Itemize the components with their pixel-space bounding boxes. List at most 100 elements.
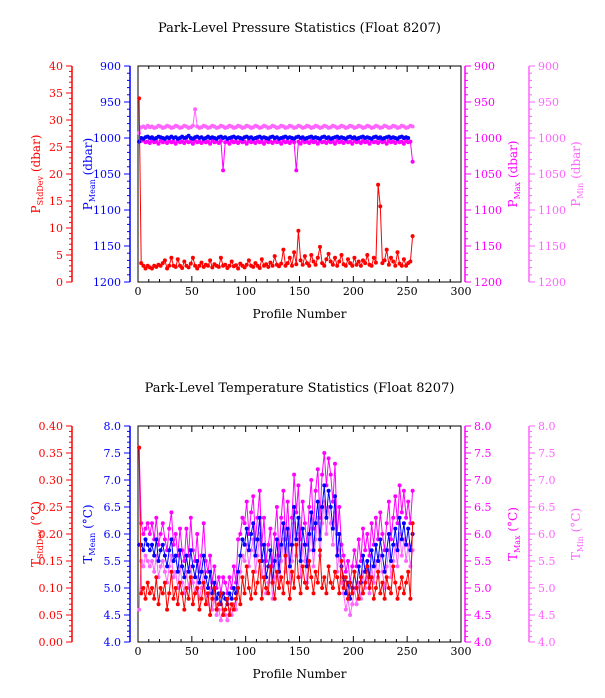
pressure-max-point <box>401 141 406 146</box>
temperature-max-point <box>212 564 217 569</box>
temperature-mean-point <box>401 521 406 526</box>
pressure-x-tick-label: 250 <box>397 285 418 298</box>
pressure-stddev-point <box>216 264 221 269</box>
pressure-stddev-point <box>277 264 281 269</box>
pressure-max-point <box>350 141 355 146</box>
temperature-mean-point <box>300 526 305 531</box>
pressure-stddev-point <box>348 261 353 266</box>
temperature-mean-point <box>389 559 393 563</box>
pressure-max-tick-label: 1150 <box>474 240 502 253</box>
temperature-min-point <box>143 553 148 558</box>
temperature-max-point <box>285 499 290 504</box>
temperature-stddev-point <box>158 586 163 590</box>
pressure-max-tick-label: 1100 <box>474 204 502 217</box>
temperature-mean-point <box>361 553 365 558</box>
temperature-mean-point <box>242 542 247 547</box>
temperature-mean-point <box>175 569 180 574</box>
temperature-stddev-point <box>369 575 374 580</box>
temperature-mean-point <box>382 569 387 574</box>
pressure-stddev-point <box>290 263 294 268</box>
pressure-stddev-axis-label-sub: StdDev <box>36 175 45 205</box>
pressure-stddev-point <box>292 250 297 255</box>
temperature-max-axis-label: TMax (°C) <box>506 507 522 561</box>
pressure-max-point <box>208 141 213 146</box>
temperature-mean-point <box>399 537 404 542</box>
temperature-stddev-point <box>270 580 275 585</box>
temperature-mean-point <box>305 564 309 569</box>
temperature-max-tick-label: 7.5 <box>474 447 492 460</box>
pressure-stddev-point <box>208 258 213 263</box>
temperature-stddev-point <box>343 575 348 580</box>
temperature-max-point <box>333 461 337 466</box>
temperature-max-point <box>147 532 152 536</box>
pressure-stddev-point <box>227 263 232 268</box>
pressure-stddev-axis-label-main: P <box>29 205 43 213</box>
temperature-stddev-point <box>150 586 154 590</box>
temperature-max-point <box>363 548 368 553</box>
temperature-mean-point <box>180 564 185 569</box>
temperature-mean-point <box>141 548 146 553</box>
temperature-max-point <box>162 537 167 542</box>
temperature-stddev-point <box>290 569 294 574</box>
temperature-max-point <box>262 515 266 520</box>
temperature-stddev-point <box>188 575 193 580</box>
temperature-stddev-point <box>238 602 243 607</box>
temperature-mean-point <box>371 564 376 569</box>
pressure-stddev-point <box>354 262 359 267</box>
pressure-stddev-point <box>246 258 251 263</box>
pressure-stddev-point <box>294 262 299 267</box>
temperature-mean-point <box>160 542 165 547</box>
temperature-min-tick-label: 7.0 <box>538 474 556 487</box>
temperature-mean-point <box>391 542 396 547</box>
temperature-stddev-point <box>182 607 187 612</box>
temperature-x-tick-label: 150 <box>289 645 310 658</box>
temperature-max-point <box>223 580 228 585</box>
temperature-mean-point <box>182 575 187 580</box>
pressure-min-axis-label-unit: (dbar) <box>569 141 583 182</box>
temperature-mean-point <box>335 553 340 558</box>
temperature-stddev-point <box>341 586 346 590</box>
temperature-max-point <box>369 521 374 526</box>
temperature-stddev-point <box>190 602 195 607</box>
temperature-stddev-tick-label: 0.05 <box>39 609 64 622</box>
temperature-min-tick-label: 6.0 <box>538 528 556 541</box>
temperature-mean-point <box>178 548 182 553</box>
temperature-x-axis-label: Profile Number <box>253 667 347 681</box>
pressure-stddev-point <box>365 253 370 257</box>
temperature-max-point <box>326 456 331 461</box>
temperature-stddev-point <box>335 575 340 580</box>
temperature-max-point <box>231 564 236 569</box>
temperature-mean-point <box>251 521 256 526</box>
temperature-mean-point <box>373 542 378 547</box>
temperature-stddev-point <box>184 586 189 590</box>
pressure-series-max <box>137 138 415 173</box>
temperature-max-point <box>294 510 299 515</box>
pressure-max-point <box>244 141 249 146</box>
temperature-max-point <box>322 451 327 455</box>
temperature-max-point <box>257 488 262 493</box>
temperature-title: Park-Level Temperature Statistics (Float… <box>145 381 455 396</box>
pressure-stddev-axis-label-unit: (dbar) <box>29 135 43 176</box>
pressure-stddev-tick-label: 20 <box>49 168 63 181</box>
temperature-mean-point <box>238 553 243 558</box>
temperature-mean-point <box>173 553 178 558</box>
temperature-mean-point <box>302 542 307 547</box>
pressure-mean-tick-label: 1200 <box>93 276 121 289</box>
temperature-max-axis-label-sub: Max <box>513 535 522 553</box>
pressure-stddev-point <box>173 264 178 269</box>
temperature-stddev-point <box>406 569 411 574</box>
pressure-stddev-point <box>404 263 409 268</box>
temperature-series-stddev <box>137 445 415 617</box>
temperature-stddev-point <box>373 586 378 590</box>
pressure-max-axis-label-main: P <box>506 199 520 207</box>
temperature-mean-point <box>165 564 170 569</box>
temperature-max-point <box>350 564 355 569</box>
temperature-stddev-axis-label-unit: (°C) <box>29 501 43 529</box>
temperature-max-point <box>395 521 400 526</box>
pressure-stddev-point <box>389 255 393 260</box>
pressure-max-tick-label: 950 <box>474 96 495 109</box>
temperature-max-point <box>307 505 312 509</box>
temperature-stddev-point <box>255 580 260 585</box>
temperature-mean-tick-label: 6.0 <box>104 528 122 541</box>
temperature-max-point <box>393 494 398 499</box>
